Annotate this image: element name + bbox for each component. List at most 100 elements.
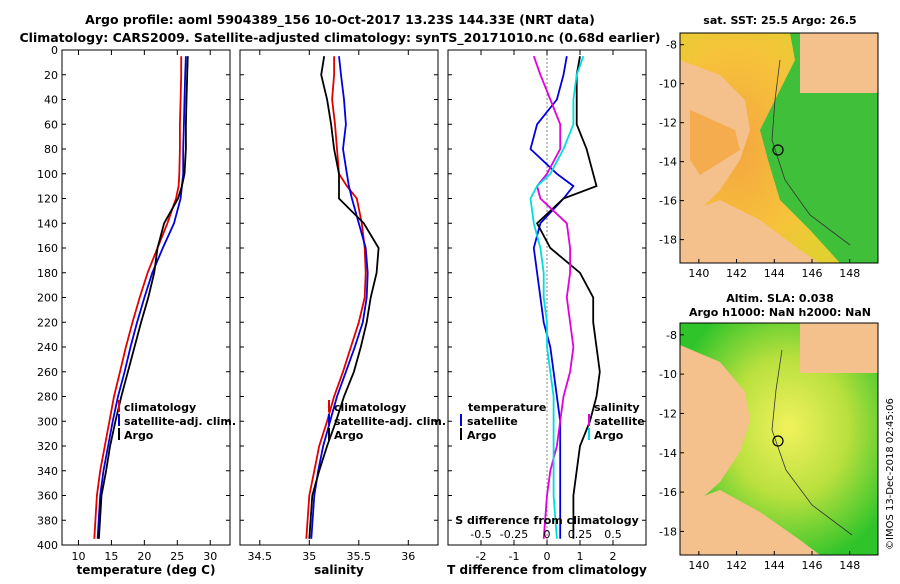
lat-tick-label: -8 (666, 329, 677, 342)
legend-s-argo: Argo (594, 429, 624, 442)
series-line-s-satellite (532, 55, 575, 539)
legend-climatology: climatology (334, 401, 406, 414)
salinity-plot-frame (239, 49, 439, 546)
y-tick-label: 200 (37, 292, 58, 305)
lat-tick-label: -18 (659, 525, 677, 538)
land-area (800, 323, 878, 373)
title-line-1: Argo profile: aoml 5904389_156 10-Oct-20… (85, 12, 595, 28)
y-tick-label: 140 (37, 217, 58, 230)
lat-tick-label: -8 (666, 39, 677, 52)
legend-salinity-title: salinity (594, 401, 640, 414)
secondary-tick-label: -0.5 (470, 528, 491, 541)
sst-map-frame (679, 32, 879, 264)
shelf-contour (771, 59, 851, 246)
lat-tick-label: -14 (659, 156, 677, 169)
lon-tick-label: 144 (764, 559, 785, 572)
y-tick-label: 80 (44, 143, 58, 156)
argo-location-marker (772, 435, 784, 447)
map-axes: 140 142 144 146 148 -8 -10 -12 -14 -16 -18 140 142 14… (659, 39, 860, 572)
temperature-series (93, 56, 189, 539)
lon-tick-label: 140 (688, 267, 709, 280)
sst-warm-patch (690, 110, 740, 175)
series-line-t-argo (535, 56, 601, 539)
lon-tick-label: 140 (688, 559, 709, 572)
shelf-contour (771, 349, 853, 536)
lon-tick-label: 148 (839, 267, 860, 280)
x-tick-label: 34.5 (248, 550, 273, 563)
series-line-argo (308, 56, 380, 539)
lat-tick-label: -18 (659, 234, 677, 247)
difference-legend: temperature satellite Argo salinity sate… (460, 401, 645, 442)
secondary-tick-label: -0.25 (500, 528, 528, 541)
legend-climatology: climatology (124, 401, 196, 414)
legend-t-argo: Argo (467, 429, 497, 442)
salinity-xlabel: salinity (314, 563, 364, 577)
salinity-legend: climatology satellite-adj. clim. Argo (328, 400, 446, 442)
salinity-series (305, 56, 380, 539)
lon-tick-label: 146 (802, 267, 823, 280)
land-area (800, 33, 878, 93)
series-line-argo (98, 56, 189, 539)
y-tick-label: 180 (37, 267, 58, 280)
sla-map-title-1: Altim. SLA: 0.038 (726, 292, 833, 305)
y-tick-label: 360 (37, 490, 58, 503)
x-tick-label: 0 (544, 550, 551, 563)
argo-location-marker (772, 144, 784, 156)
lon-tick-label: 148 (839, 559, 860, 572)
lon-tick-label: 142 (726, 267, 747, 280)
x-tick-label: 30 (203, 550, 217, 563)
y-tick-label: 260 (37, 366, 58, 379)
x-tick-label: 2 (610, 550, 617, 563)
lat-tick-label: -16 (659, 195, 677, 208)
land-area (680, 345, 750, 505)
y-tick-label: 0 (51, 44, 58, 57)
legend-s-satellite: satellite (594, 415, 645, 428)
secondary-tick-label: 0 (544, 528, 551, 541)
series-line-climatology (93, 56, 183, 539)
lon-tick-label: 142 (726, 559, 747, 572)
sla-map-title-2: Argo h1000: NaN h2000: NaN (689, 306, 871, 319)
lon-tick-label: 146 (802, 559, 823, 572)
y-tick-label: 240 (37, 341, 58, 354)
axes-ticks: 10 15 20 25 30020406080100120140160180200220… (37, 44, 646, 563)
temperature-plot-frame (61, 49, 231, 546)
lon-tick-label: 144 (764, 267, 785, 280)
sst-map-title: sat. SST: 25.5 Argo: 26.5 (703, 14, 856, 27)
x-tick-label: 15 (104, 550, 118, 563)
x-tick-label: 1 (577, 550, 584, 563)
x-tick-label: 35 (302, 550, 316, 563)
land-area (680, 490, 820, 555)
secondary-tick-label: 0.25 (568, 528, 593, 541)
y-tick-label: 120 (37, 193, 58, 206)
lat-tick-label: -10 (659, 78, 677, 91)
y-tick-label: 340 (37, 465, 58, 478)
x-tick-label: 36 (401, 550, 415, 563)
y-tick-label: 400 (37, 539, 58, 552)
series-line-satellite-adj-clim- (96, 56, 187, 539)
legend-argo: Argo (334, 429, 364, 442)
land-area (680, 200, 820, 263)
lat-tick-label: -12 (659, 407, 677, 420)
x-tick-label: -2 (476, 550, 487, 563)
lat-tick-label: -14 (659, 447, 677, 460)
legend-argo: Argo (124, 429, 154, 442)
legend-satellite: satellite-adj. clim. (334, 415, 446, 428)
watermark: ©IMOS 13-Dec-2018 02:45:06 (885, 398, 896, 550)
difference-series (529, 55, 601, 539)
series-line-t-satellite (529, 56, 575, 539)
sst-map (680, 33, 878, 263)
legend-t-satellite: satellite (467, 415, 518, 428)
difference-xlabel: T difference from climatology (447, 563, 647, 577)
legend-satellite: satellite-adj. clim. (124, 415, 236, 428)
x-tick-label: 10 (71, 550, 85, 563)
secondary-tick-label: 0.5 (604, 528, 622, 541)
sla-map-frame (679, 322, 879, 556)
s-difference-label: S difference from climatology (455, 514, 639, 527)
y-tick-label: 60 (44, 118, 58, 131)
x-tick-label: -1 (509, 550, 520, 563)
y-tick-label: 100 (37, 168, 58, 181)
y-tick-label: 300 (37, 415, 58, 428)
y-tick-label: 320 (37, 440, 58, 453)
